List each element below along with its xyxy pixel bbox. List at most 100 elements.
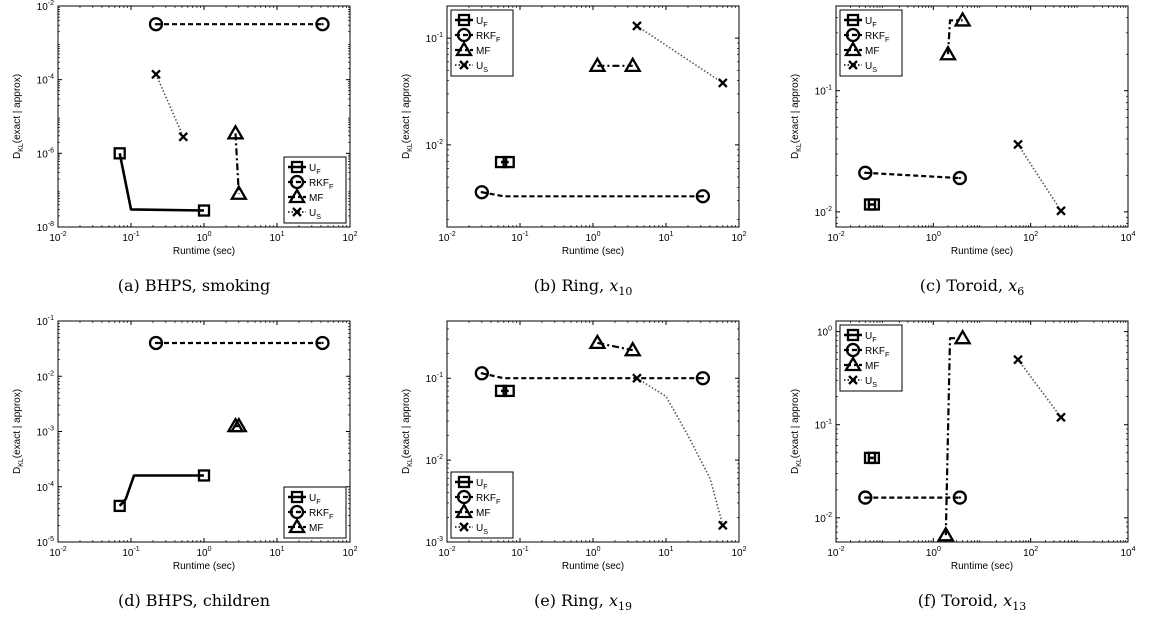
series-point-mf [938, 44, 957, 61]
legend-marker-u-s [292, 207, 302, 217]
legend-label-mf: MF [309, 523, 323, 534]
y-tick-label: 100 [817, 326, 832, 339]
legend-label-mf: MF [865, 46, 879, 57]
series-point-rkf-f [474, 366, 489, 381]
legend-label-mf: MF [309, 193, 323, 204]
series-point-u-f [494, 155, 508, 169]
x-tick-label: 100 [585, 546, 600, 559]
x-tick-label: 100 [196, 231, 211, 244]
series-point-mf [229, 416, 248, 433]
x-tick-label: 101 [658, 231, 673, 244]
series-point-u-f [867, 198, 881, 211]
legend-label-mf: MF [476, 46, 490, 57]
series-point-rkf-f [474, 185, 489, 200]
series-point-u-s [1056, 412, 1066, 423]
x-tick-label: 10-1 [511, 231, 528, 244]
legend: UF RKFF MF US [450, 9, 514, 77]
series-point-u-f [113, 499, 126, 513]
series-line-mf [944, 337, 963, 536]
y-tick-label: 10-1 [815, 85, 832, 98]
caption-f: (f) Toroid, x13 [917, 591, 1027, 614]
legend-marker-u-s [848, 375, 858, 385]
plot-frame [835, 5, 1129, 228]
series-point-rkf-f [858, 165, 873, 180]
chart-panel-e: 10-2 10-1 100 101 102 10-3 10-2 10-1 Runtime (se… [389, 315, 777, 630]
legend-marker-mf [843, 355, 863, 372]
y-tick-label: 10-8 [37, 221, 54, 234]
legend-marker-u-f [846, 13, 860, 27]
caption-c: (c) Toroid, x6 [919, 276, 1025, 299]
x-tick-label: 100 [196, 546, 211, 559]
x-tick-label: 104 [1120, 546, 1135, 559]
series-point-u-s [632, 21, 642, 31]
legend-label-rkf-f: RKFF [309, 178, 334, 191]
series-point-u-f [502, 155, 515, 169]
x-tick-label: 10-1 [122, 231, 139, 244]
series-point-rkf-f [148, 17, 164, 32]
y-axis-label: DKL(exact | approx) [790, 74, 803, 159]
legend-label-u-s: US [476, 523, 488, 536]
caption-e: (e) Ring, x19 [534, 591, 632, 614]
y-tick-label: 10-1 [37, 315, 54, 328]
x-tick-label: 102 [342, 546, 357, 559]
y-tick-label: 10-2 [426, 454, 443, 467]
chart-panel-f: 10-2 100 102 104 10-2 10-1 100 Runtime (sec) DKL… [778, 315, 1166, 630]
series-line-u-s [636, 25, 724, 84]
x-tick-label: 100 [926, 231, 941, 244]
legend-label-u-f: UF [865, 331, 877, 344]
series-point-rkf-f [952, 490, 967, 505]
x-tick-label: 101 [269, 546, 284, 559]
series-point-mf [226, 124, 245, 140]
chart-b: 10-2 10-1 100 101 102 10-2 10-1 Runtime (sec) DK… [401, 5, 747, 257]
y-tick-label: 10-1 [815, 419, 832, 432]
legend-label-u-f: UF [309, 163, 321, 176]
chart-a: 10-2 10-1 100 101 102 10-8 10-6 10-4 10-2 Runtime… [12, 0, 358, 257]
y-tick-label: 10-1 [426, 32, 443, 45]
legend-label-u-s: US [309, 208, 321, 221]
series-point-rkf-f [695, 371, 711, 386]
y-tick-label: 10-5 [37, 536, 54, 549]
chart-panel-b: 10-2 10-1 100 101 102 10-2 10-1 Runtime (sec) DK… [389, 0, 777, 315]
series-point-u-f [197, 204, 211, 217]
legend-marker-mf [287, 187, 307, 204]
series-point-mf [229, 184, 248, 200]
legend-label-u-f: UF [476, 16, 488, 29]
x-axis-label: Runtime (sec) [951, 561, 1013, 572]
legend-marker-mf [287, 517, 307, 534]
legend-marker-mf [843, 40, 863, 57]
legend: UF RKFF MF US [283, 156, 347, 224]
legend-label-u-f: UF [865, 16, 877, 29]
series-point-u-f [494, 384, 508, 398]
legend-marker-u-f [846, 328, 860, 342]
y-tick-label: 10-4 [37, 481, 54, 494]
caption-b: (b) Ring, x10 [533, 276, 633, 299]
legend-marker-u-f [457, 475, 471, 489]
legend-label-u-f: UF [309, 493, 321, 506]
caption-d: (d) BHPS, children [117, 591, 270, 610]
series-point-u-f [502, 384, 515, 398]
y-tick-label: 10-3 [426, 536, 443, 549]
series-point-mf [588, 333, 607, 350]
x-tick-label: 102 [1023, 231, 1038, 244]
x-tick-label: 101 [658, 546, 673, 559]
series-line-u-s [155, 73, 185, 138]
y-tick-label: 10-6 [37, 147, 54, 160]
y-tick-label: 10-2 [815, 206, 832, 219]
series-line-rkf-f [865, 171, 960, 180]
series-point-rkf-f [148, 335, 164, 351]
legend-marker-u-s [848, 60, 858, 70]
y-axis-label: DKL(exact | approx) [12, 74, 25, 159]
x-tick-label: 102 [342, 231, 357, 244]
y-axis-label: DKL(exact | approx) [12, 389, 25, 474]
legend-marker-u-f [290, 160, 304, 174]
series-point-rkf-f [858, 490, 873, 505]
legend-marker-u-f [457, 13, 471, 27]
x-tick-label: 104 [1120, 231, 1135, 244]
series-line-u-s [1017, 359, 1062, 418]
series-point-mf [588, 56, 607, 72]
legend-label-u-s: US [476, 61, 488, 74]
series-point-mf [953, 328, 972, 345]
x-tick-label: 100 [585, 231, 600, 244]
legend-label-rkf-f: RKFF [476, 31, 501, 44]
